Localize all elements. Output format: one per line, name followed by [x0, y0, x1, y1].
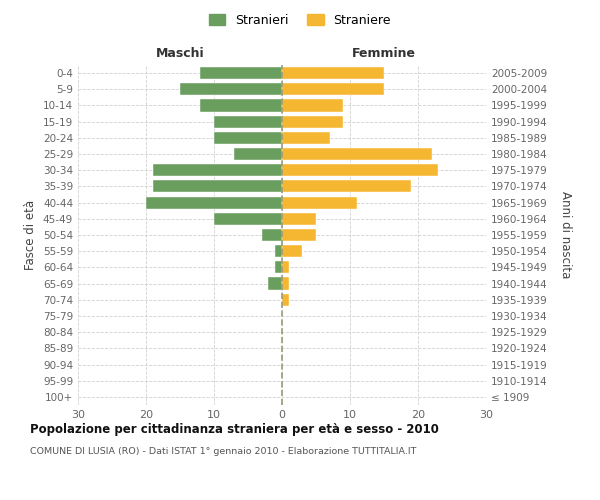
Bar	[275, 262, 282, 274]
Bar	[214, 132, 282, 144]
Text: Maschi: Maschi	[155, 47, 205, 60]
Text: Popolazione per cittadinanza straniera per età e sesso - 2010: Popolazione per cittadinanza straniera p…	[30, 422, 439, 436]
Bar	[214, 212, 282, 225]
Bar	[282, 132, 329, 144]
Bar	[214, 116, 282, 128]
Bar	[282, 262, 289, 274]
Bar	[180, 83, 282, 96]
Bar	[282, 278, 289, 289]
Text: Femmine: Femmine	[352, 47, 416, 60]
Bar	[146, 196, 282, 208]
Legend: Stranieri, Straniere: Stranieri, Straniere	[204, 8, 396, 32]
Bar	[282, 294, 289, 306]
Bar	[282, 180, 411, 192]
Bar	[235, 148, 282, 160]
Bar	[282, 245, 302, 258]
Bar	[282, 83, 384, 96]
Bar	[262, 229, 282, 241]
Bar	[282, 196, 357, 208]
Y-axis label: Anni di nascita: Anni di nascita	[559, 192, 572, 278]
Bar	[282, 67, 384, 79]
Bar	[268, 278, 282, 289]
Bar	[275, 245, 282, 258]
Bar	[153, 180, 282, 192]
Bar	[282, 164, 439, 176]
Bar	[200, 100, 282, 112]
Text: COMUNE DI LUSIA (RO) - Dati ISTAT 1° gennaio 2010 - Elaborazione TUTTITALIA.IT: COMUNE DI LUSIA (RO) - Dati ISTAT 1° gen…	[30, 448, 416, 456]
Bar	[153, 164, 282, 176]
Bar	[282, 100, 343, 112]
Bar	[282, 212, 316, 225]
Bar	[282, 229, 316, 241]
Y-axis label: Fasce di età: Fasce di età	[25, 200, 37, 270]
Bar	[200, 67, 282, 79]
Bar	[282, 148, 431, 160]
Bar	[282, 116, 343, 128]
